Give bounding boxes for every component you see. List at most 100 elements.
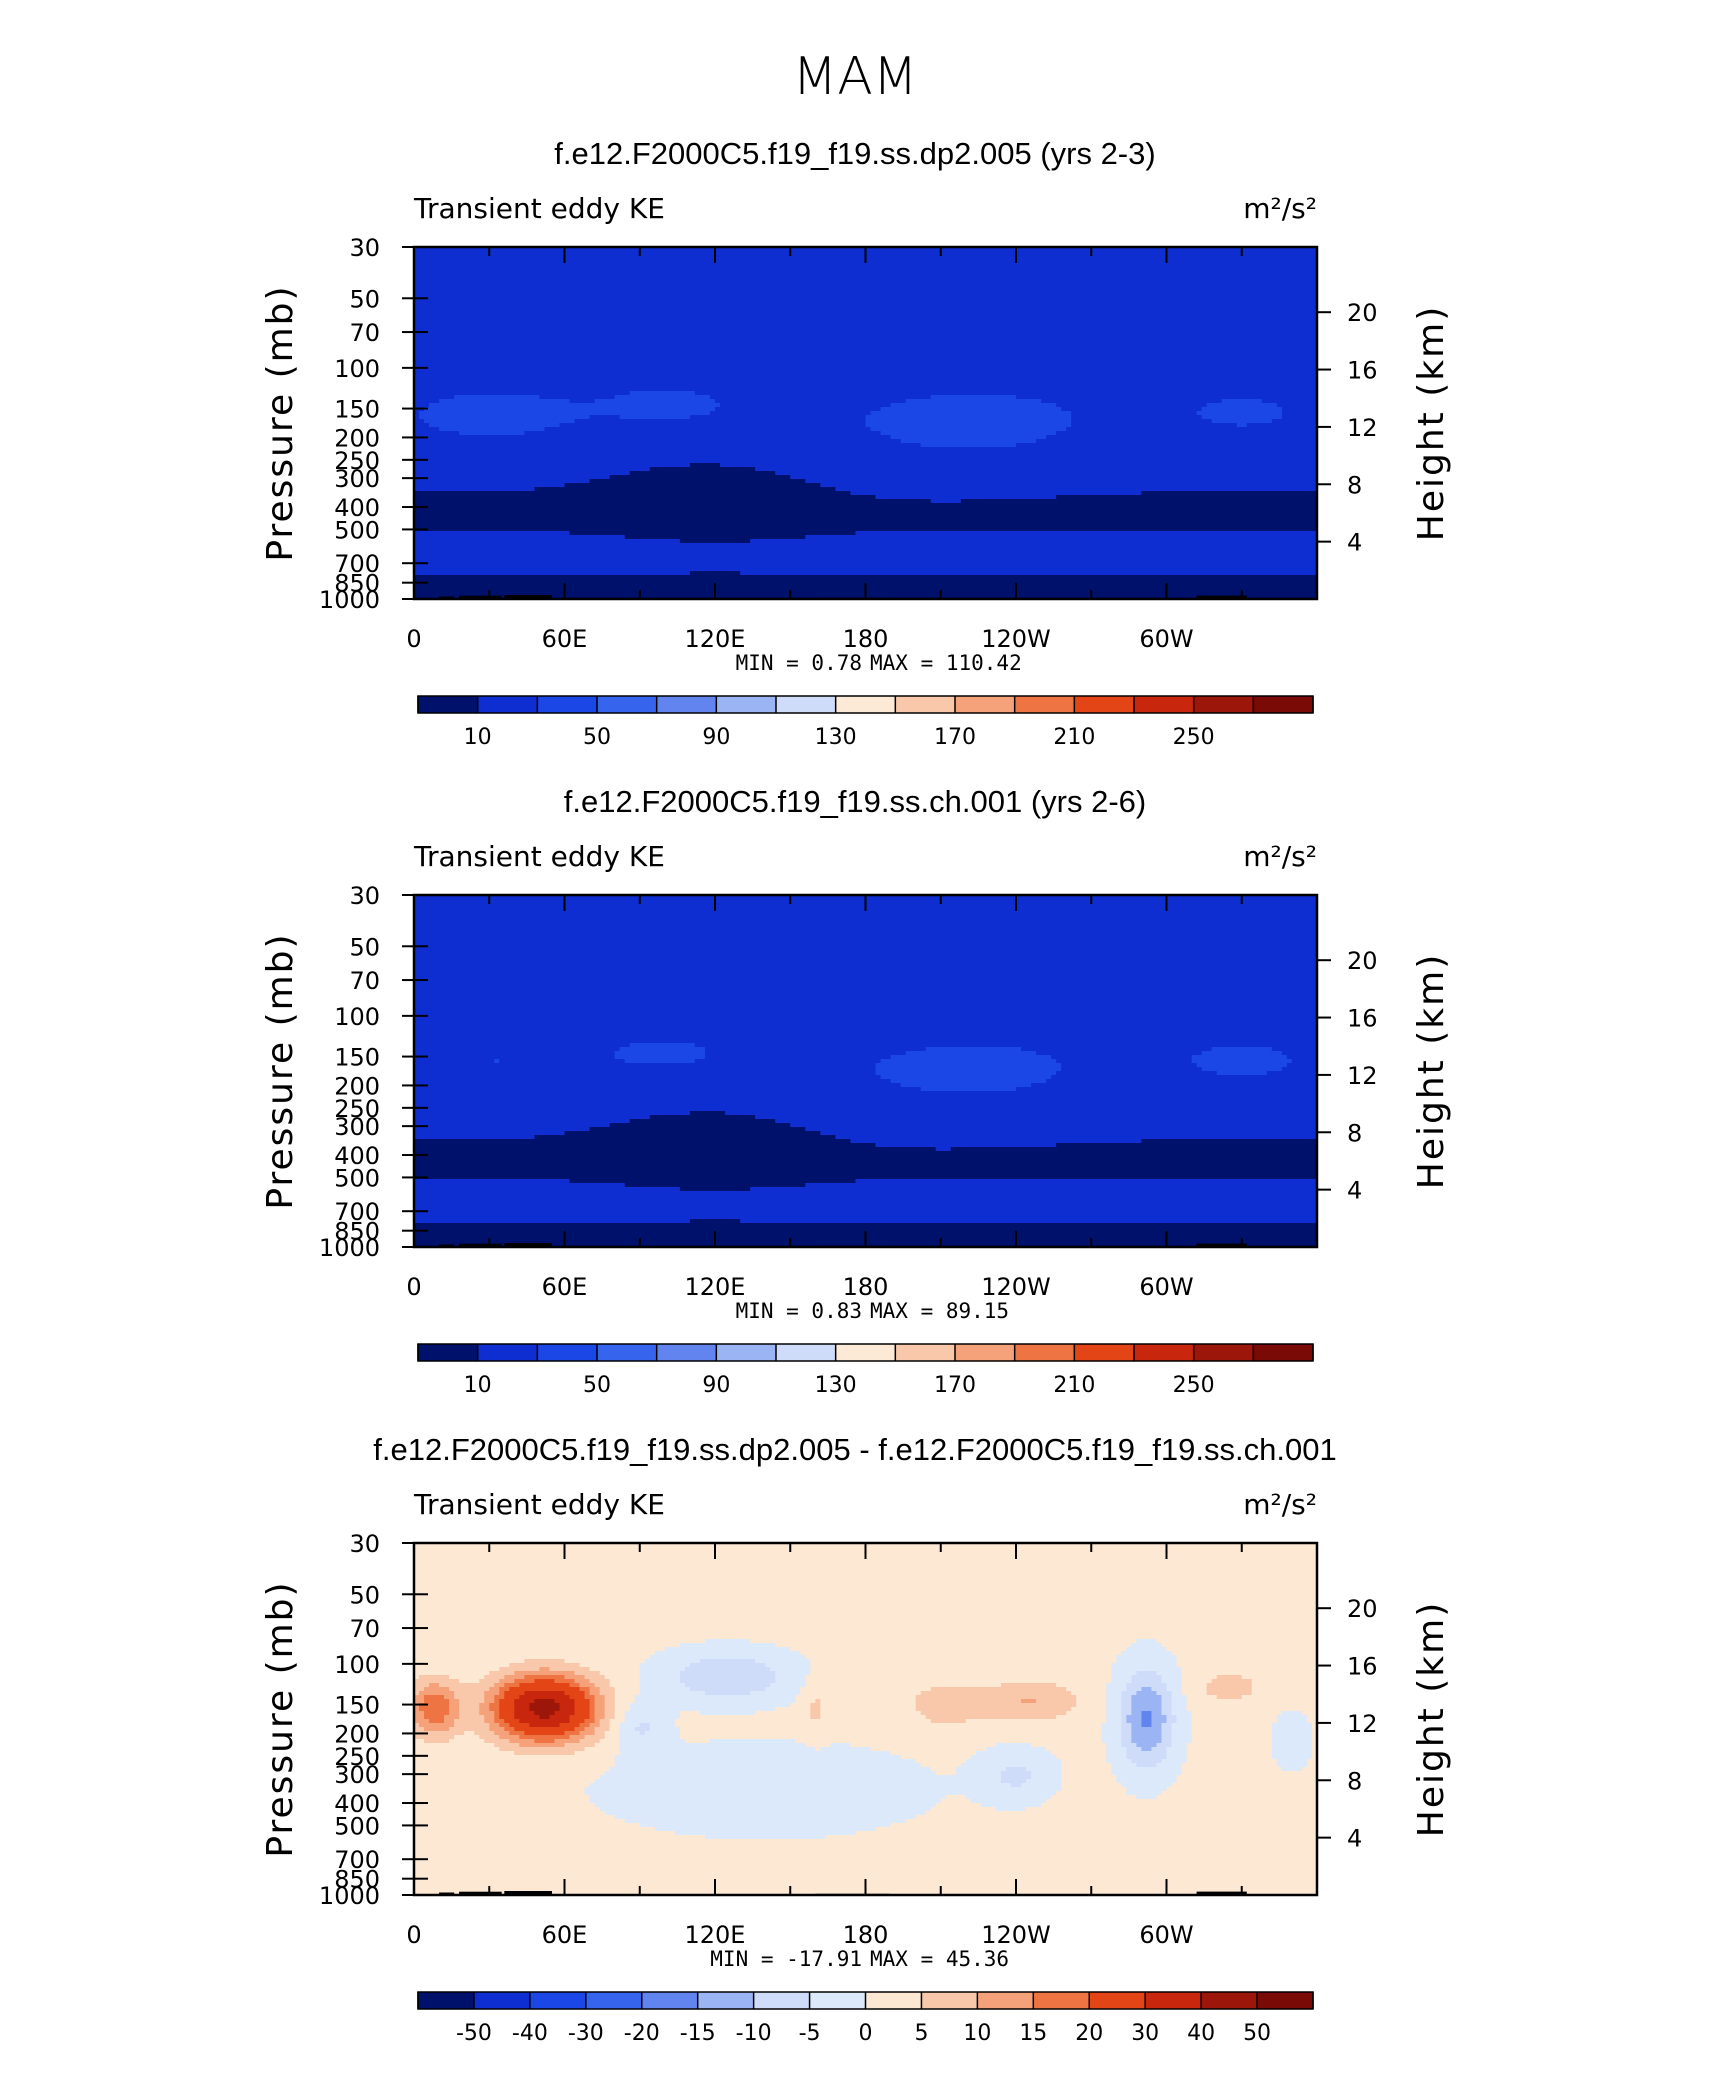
- contour-cell: [479, 1679, 500, 1684]
- y-tick-label: 200: [334, 1072, 380, 1100]
- contour-cell: [1121, 1695, 1132, 1700]
- contour-cell: [1281, 1767, 1303, 1772]
- colorbar-label: 250: [1173, 725, 1215, 750]
- contour-cell: [975, 1751, 1052, 1756]
- contour-cell: [499, 1059, 626, 1064]
- contour-cell: [509, 1723, 530, 1728]
- contour-cell: [589, 1711, 596, 1716]
- colorbar-swatch: [418, 1992, 475, 2009]
- contour-cell: [414, 415, 420, 420]
- contour-cell: [414, 459, 1317, 464]
- contour-cell: [614, 1707, 631, 1712]
- contour-cell: [584, 1695, 596, 1700]
- contour-cell: [584, 1747, 621, 1752]
- contour-cell: [414, 1207, 1317, 1212]
- contour-cell: [414, 555, 1317, 560]
- topography: [459, 595, 502, 599]
- contour-cell: [614, 1691, 641, 1696]
- contour-cell: [579, 1663, 641, 1668]
- contour-cell: [1281, 1067, 1317, 1072]
- contour-cell: [1161, 1695, 1173, 1700]
- contour-cell: [955, 1767, 1007, 1772]
- contour-cell: [414, 1815, 616, 1820]
- y-tick-label: 1000: [319, 1882, 380, 1910]
- contour-cell: [1271, 1731, 1313, 1736]
- contour-cell: [449, 1699, 460, 1704]
- contour-cell: [694, 391, 1317, 396]
- contour-cell: [1131, 1759, 1163, 1764]
- contour-cell: [414, 1619, 1317, 1624]
- contour-cell: [1126, 1683, 1168, 1688]
- contour-cell: [414, 919, 1317, 924]
- contour-cell: [579, 1731, 596, 1736]
- contour-cell: [414, 1831, 676, 1836]
- contour-cell: [599, 1691, 616, 1696]
- contour-cell: [805, 1683, 1002, 1688]
- contour-cell: [414, 427, 440, 432]
- contour-cell: [1211, 419, 1273, 424]
- contour-cell: [1121, 1731, 1132, 1736]
- contour-cell: [915, 1707, 1072, 1712]
- contour-cell: [1181, 1771, 1317, 1776]
- colorbar-swatch: [597, 696, 658, 713]
- contour-cell: [594, 1703, 606, 1708]
- contour-cell: [504, 1691, 525, 1696]
- contour-cell: [414, 1675, 420, 1680]
- contour-cell: [1026, 1767, 1062, 1772]
- contour-cell: [414, 1647, 666, 1652]
- contour-cell: [1061, 1763, 1112, 1768]
- contour-cell: [1126, 1719, 1143, 1724]
- contour-cell: [414, 363, 1317, 368]
- contour-cell: [639, 1663, 691, 1668]
- contour-cell: [414, 1091, 1317, 1096]
- contour-cell: [1301, 1767, 1317, 1772]
- contour-cell: [1156, 1691, 1173, 1696]
- contour-cell: [414, 287, 1317, 292]
- contour-cell: [775, 1679, 806, 1684]
- contour-cell: [614, 1699, 636, 1704]
- contour-cell: [1161, 1727, 1173, 1732]
- contour-cell: [414, 983, 1317, 988]
- contour-cell: [1141, 1715, 1153, 1720]
- contour-cell: [414, 295, 1317, 300]
- contour-cell: [930, 1767, 957, 1772]
- contour-cell: [1061, 407, 1203, 412]
- contour-cell: [414, 499, 932, 504]
- contour-cell: [1261, 399, 1317, 404]
- contour-cell: [424, 419, 576, 424]
- contour-cell: [594, 1699, 606, 1704]
- colorbar-swatch: [1089, 1992, 1146, 2009]
- contour-cell: [709, 1739, 796, 1744]
- contour-cell: [880, 1059, 1057, 1064]
- contour-cell: [594, 1719, 601, 1724]
- contour-cell: [905, 1819, 1317, 1824]
- contour-cell: [960, 1763, 1062, 1768]
- contour-cell: [639, 1687, 691, 1692]
- contour-cell: [609, 1719, 626, 1724]
- contour-cell: [414, 1579, 1317, 1584]
- contour-cell: [1121, 1703, 1132, 1708]
- contour-cell: [1106, 1707, 1122, 1712]
- y2-axis-label: Height (km): [1411, 1601, 1452, 1837]
- contour-cell: [414, 915, 1317, 920]
- contour-cell: [765, 1663, 811, 1668]
- contour-cell: [1311, 1755, 1317, 1760]
- contour-cell: [1241, 1675, 1317, 1680]
- colorbar-label: -30: [568, 2021, 604, 2046]
- contour-cell: [574, 419, 867, 424]
- y-tick-label: 150: [334, 1692, 380, 1720]
- contour-cell: [414, 1151, 1317, 1156]
- contour-cell: [599, 1807, 932, 1812]
- contour-cell: [1126, 1687, 1143, 1692]
- contour-cell: [1281, 407, 1317, 412]
- contour-cell: [584, 1691, 591, 1696]
- contour-cell: [890, 403, 1057, 408]
- contour-cell: [1036, 1699, 1077, 1704]
- colorbar: -50 -40 -30 -20 -15 -10 -5 0 5 10 15 20 30 40 50: [417, 1991, 1314, 2046]
- contour-cell: [509, 1731, 525, 1736]
- contour-cell: [454, 1719, 485, 1724]
- contour-cell: [1061, 1067, 1203, 1072]
- panel-1: f.e12.F2000C5.f19_f19.ss.dp2.005 (yrs 2-…: [260, 136, 1452, 750]
- contour-cell: [414, 1683, 430, 1688]
- contour-cell: [619, 1727, 636, 1732]
